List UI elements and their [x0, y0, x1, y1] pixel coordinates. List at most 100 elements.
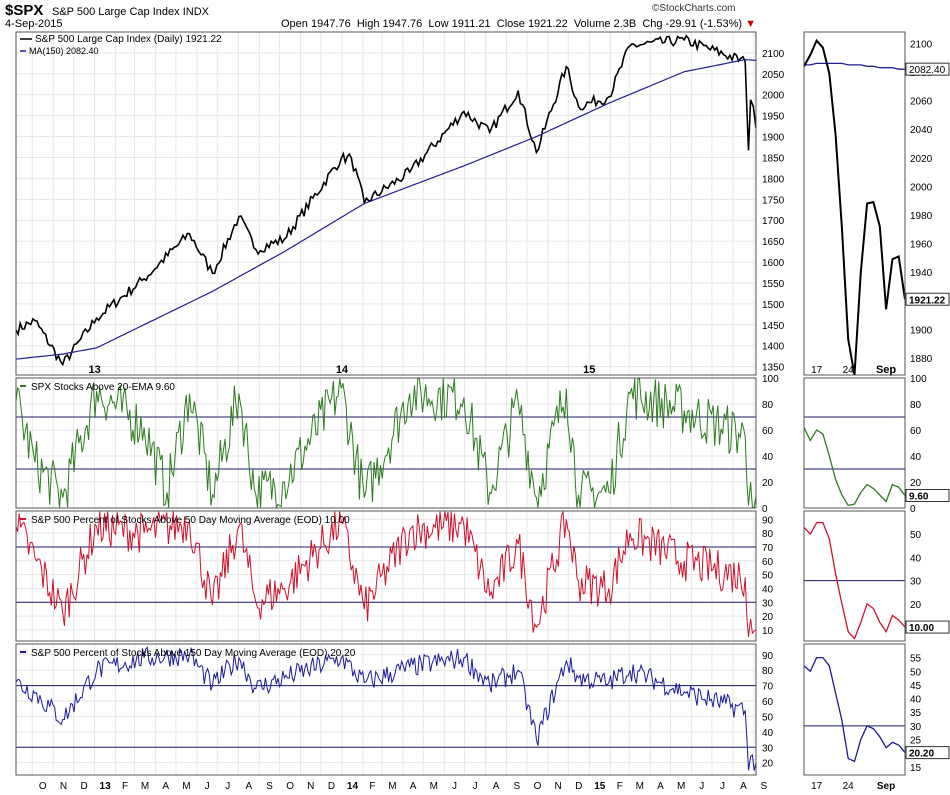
zoom-y-tick-label: 2040	[910, 125, 933, 136]
x-tick-label: J	[699, 781, 704, 792]
x-tick-label: M	[388, 781, 396, 792]
y-tick-label: 60	[762, 557, 774, 568]
chg-label: Chg	[642, 18, 663, 30]
x-tick-label: D	[575, 781, 582, 792]
x-tick-label: D	[328, 781, 335, 792]
y-tick-label: 30	[762, 598, 774, 609]
zoom-panel-frame	[803, 377, 906, 509]
legend-ma-text: MA(150) 2082.40	[29, 46, 99, 56]
y-tick-label: 60	[762, 697, 774, 708]
x-tick-label: S	[266, 781, 273, 792]
panel-frame	[15, 643, 757, 776]
zoom-panel-1: 0 20 40 60 80 100 9.60	[803, 374, 950, 515]
zoom-y-tick-label: 80	[910, 400, 922, 411]
x-tick-label: 15	[594, 781, 606, 792]
zoom-y-tick-label: 1880	[910, 354, 933, 365]
y-tick-label: 1600	[762, 258, 785, 269]
zoom-panel-3: 15202530354045505520.20	[803, 654, 950, 774]
y-tick-label: 1900	[762, 133, 785, 144]
x-tick-label: N	[60, 781, 67, 792]
ma150-line	[15, 58, 757, 360]
y-tick-label: 2050	[762, 70, 785, 81]
x-tick-label: J	[473, 781, 478, 792]
x-tick-label: N	[555, 781, 562, 792]
low-value: 1911.21	[451, 18, 491, 30]
zoom-y-tick-label: 0	[910, 504, 916, 515]
y-tick-label: 1750	[762, 195, 785, 206]
x-tick-label: J	[205, 781, 210, 792]
zoom-price-line	[803, 38, 906, 376]
security-name: S&P 500 Large Cap Index INDX	[52, 6, 209, 18]
x-tick-label: M	[677, 781, 685, 792]
x-tick-label: 13	[100, 781, 112, 792]
y-tick-label: 70	[762, 543, 774, 554]
year-marker-label: 15	[583, 364, 595, 376]
zoom-y-tick-label: 40	[910, 553, 922, 564]
close-value: 1921.22	[527, 18, 568, 30]
open-label: Open	[280, 18, 308, 30]
zoom-y-tick-label: 2060	[910, 97, 933, 108]
watermark[interactable]: ©StockCharts.com	[652, 3, 736, 14]
x-tick-label: D	[80, 781, 87, 792]
zoom-indicator-line	[803, 427, 906, 507]
zoom-y-tick-label: 1940	[910, 268, 933, 279]
zoom-y-tick-label: 2100	[910, 39, 933, 50]
price-line	[15, 34, 757, 367]
last-value-label: 20.20	[909, 749, 934, 760]
zoom-panel-0: 1880190019201940196019802000202020402060…	[803, 38, 950, 376]
zoom-panel-frame	[803, 31, 906, 376]
zoom-y-tick-label: 45	[910, 681, 922, 692]
last-value-box	[905, 489, 950, 503]
zoom-y-tick-label: 50	[910, 667, 922, 678]
chart-date: 4-Sep-2015	[5, 18, 63, 30]
zoom-panel-2: 102030405010.00	[803, 521, 950, 640]
x-tick-label: F	[122, 781, 128, 792]
zoom-y-tick-label: 40	[910, 695, 922, 706]
zoom-indicator-line	[803, 521, 906, 640]
y-tick-label: 50	[762, 571, 774, 582]
y-tick-label: 2100	[762, 49, 785, 60]
zoom-y-tick-label: 1900	[910, 325, 933, 336]
zoom-x-tick-label: Sep	[877, 781, 895, 792]
y-tick-label: 1400	[762, 342, 785, 353]
last-value-box	[905, 620, 950, 634]
zoom-x-tick-label-top: Sep	[876, 364, 896, 376]
y-tick-label: 1800	[762, 174, 785, 185]
x-tick-label: J	[452, 781, 457, 792]
x-tick-label: F	[369, 781, 375, 792]
y-tick-label: 1850	[762, 153, 785, 164]
x-tick-label: O	[286, 781, 294, 792]
last-value-label: 9.60	[909, 492, 929, 503]
panel-frame	[15, 377, 757, 509]
ticker-symbol: $SPX	[5, 2, 44, 19]
exchange: INDX	[182, 6, 209, 18]
indicator-line	[15, 511, 757, 637]
x-tick-label: M	[636, 781, 644, 792]
close-label: Close	[496, 18, 525, 30]
y-tick-label: 1650	[762, 237, 785, 248]
panel-2: 10 20 30 40 50 60 70 80 90 S&P 500 Percent of Sto…	[15, 511, 774, 641]
y-tick-label: 80	[762, 400, 774, 411]
y-tick-label: 1450	[762, 321, 785, 332]
y-tick-label: 20	[762, 478, 774, 489]
year-marker-label: 13	[88, 364, 100, 376]
last-value-label: 10.00	[909, 623, 934, 634]
x-tick-label: S	[513, 781, 520, 792]
x-tick-label: A	[162, 781, 169, 792]
ma-last-value: 2082.40	[909, 65, 946, 76]
last-value-label: 1921.22	[909, 295, 946, 306]
zoom-ma-line	[804, 62, 905, 70]
x-tick-label: O	[39, 781, 47, 792]
x-tick-label: F	[617, 781, 623, 792]
year-marker-label: 14	[336, 364, 349, 376]
zoom-y-tick-label: 35	[910, 708, 922, 719]
zoom-y-tick-label: 15	[910, 763, 922, 774]
zoom-panel-frame	[803, 510, 906, 642]
x-tick-label: M	[182, 781, 190, 792]
y-tick-label: 1350	[762, 363, 785, 374]
zoom-y-tick-label: 1960	[910, 240, 933, 251]
y-tick-label: 70	[762, 682, 774, 693]
last-value-box	[905, 292, 950, 306]
zoom-y-tick-label: 20	[910, 478, 922, 489]
zoom-y-tick-label: 2000	[910, 182, 933, 193]
